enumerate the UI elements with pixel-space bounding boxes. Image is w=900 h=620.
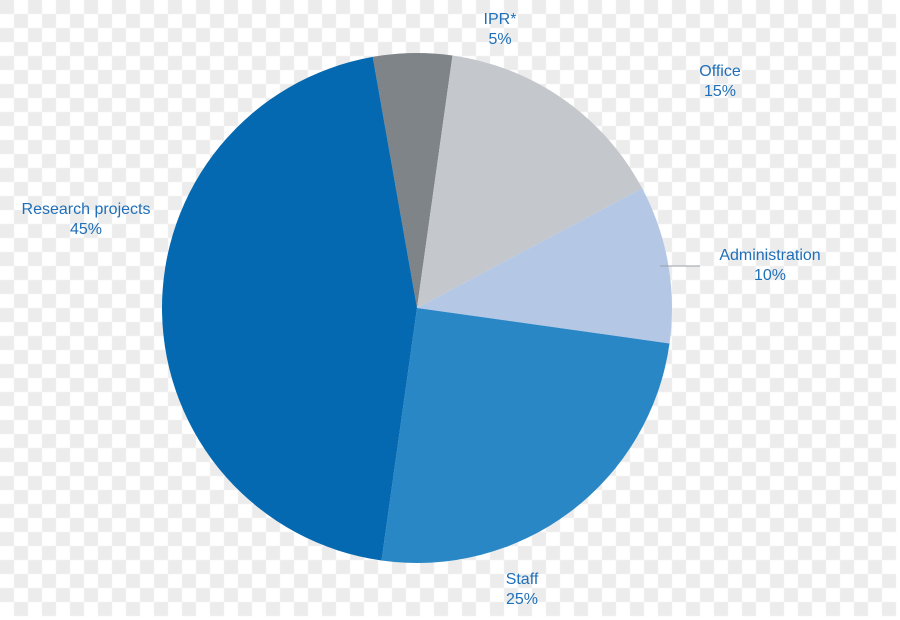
pie-chart-container: IPR*5% Office15% Administration10% Staff25%… [0, 0, 900, 620]
slice-label-pct: 25% [506, 590, 539, 610]
slice-label: Administration10% [719, 246, 820, 286]
slice-label: Staff25% [506, 570, 539, 610]
slice-label: Research projects45% [22, 200, 151, 240]
slice-label-pct: 45% [22, 220, 151, 240]
slice-label-pct: 10% [719, 266, 820, 286]
slice-label-pct: 5% [484, 30, 517, 50]
slice-label-pct: 15% [699, 82, 741, 102]
slice-label-name: Research projects [22, 200, 151, 220]
slice-label-name: Administration [719, 246, 820, 266]
slice-label: IPR*5% [484, 10, 517, 50]
slice-label-name: Office [699, 62, 741, 82]
pie-chart [0, 0, 900, 620]
slice-label-name: Staff [506, 570, 539, 590]
pie-slice [382, 308, 670, 563]
pie-slice [162, 57, 417, 561]
slice-label: Office15% [699, 62, 741, 102]
slice-label-name: IPR* [484, 10, 517, 30]
